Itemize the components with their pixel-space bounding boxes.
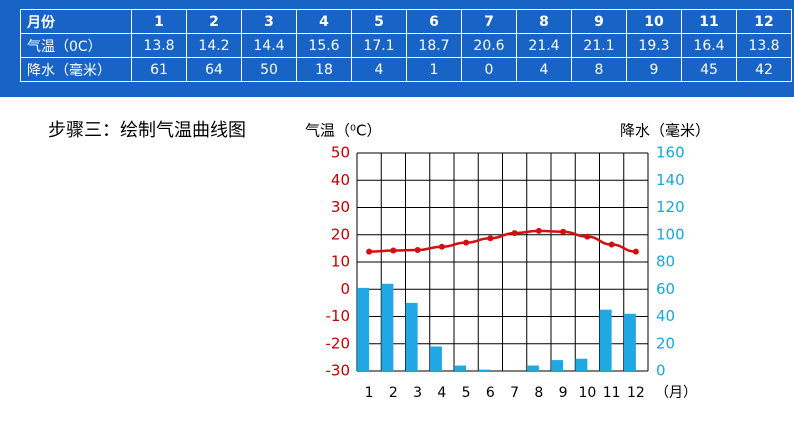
table-cell: 3 <box>241 9 297 34</box>
x-unit: （月） <box>655 385 697 401</box>
table-row: 月份 1 2 3 4 5 6 7 8 9 10 11 12 <box>20 9 792 34</box>
precip-bar <box>357 287 370 371</box>
table-row: 气温（0C） 13.8 14.2 14.4 15.6 17.1 18.7 20.6 21.4 21… <box>20 33 792 58</box>
table-cell: 12 <box>736 9 792 34</box>
y2-tick-label: 0 <box>656 362 666 380</box>
table-cell: 气温（0C） <box>20 33 132 58</box>
table-cell: 19.3 <box>626 33 682 58</box>
header-band: 月份 1 2 3 4 5 6 7 8 9 10 11 12 气温（0C） 13.8 14.2 14.4 15.6 1… <box>0 0 794 97</box>
temp-point <box>438 243 445 250</box>
data-table: 月份 1 2 3 4 5 6 7 8 9 10 11 12 气温（0C） 13.8 14.2 14.4 15.6 1… <box>20 9 792 82</box>
table-cell: 50 <box>241 57 297 82</box>
table-cell: 14.2 <box>186 33 242 58</box>
x-tick-label: 2 <box>389 385 398 401</box>
precip-bar <box>623 313 636 371</box>
table-cell: 6 <box>406 9 462 34</box>
y2-tick-label: 60 <box>656 280 675 298</box>
precip-bar <box>478 369 491 371</box>
precip-bar <box>575 358 588 371</box>
temp-point <box>511 230 518 237</box>
temp-point <box>414 247 421 254</box>
table-cell: 21.4 <box>516 33 572 58</box>
table-cell: 17.1 <box>351 33 407 58</box>
table-cell: 13.8 <box>131 33 187 58</box>
temp-point <box>632 248 639 255</box>
x-tick-label: 9 <box>559 385 568 401</box>
y-tick-label: -10 <box>326 307 351 325</box>
temp-point <box>584 233 591 240</box>
x-tick-label: 3 <box>413 385 422 401</box>
table-row: 降水（毫米） 61 64 50 18 4 1 0 4 8 9 45 42 <box>20 57 792 82</box>
y2-tick-label: 140 <box>656 171 685 189</box>
y2-tick-label: 120 <box>656 198 685 216</box>
x-tick-label: 1 <box>365 385 374 401</box>
y-tick-label: -30 <box>326 362 351 380</box>
temp-point <box>608 241 615 248</box>
precip-bar <box>454 365 467 371</box>
table-cell: 10 <box>626 9 682 34</box>
x-tick-label: 4 <box>437 385 446 401</box>
x-tick-label: 11 <box>603 385 621 401</box>
temp-point <box>560 228 567 235</box>
y-tick-label: 0 <box>340 280 350 298</box>
x-tick-label: 12 <box>627 385 645 401</box>
x-tick-label: 6 <box>486 385 495 401</box>
table-cell: 18.7 <box>406 33 462 58</box>
temp-point <box>390 247 397 254</box>
temp-point <box>366 248 373 255</box>
temp-point <box>535 227 542 234</box>
y-tick-label: 50 <box>331 144 350 162</box>
y2-tick-label: 160 <box>656 144 685 162</box>
table-cell: 18 <box>296 57 352 82</box>
y2-tick-label: 20 <box>656 334 675 352</box>
table-cell: 降水（毫米） <box>20 57 132 82</box>
precip-bar <box>405 302 418 371</box>
y2-tick-label: 100 <box>656 225 685 243</box>
table-cell: 64 <box>186 57 242 82</box>
table-cell: 0 <box>461 57 517 82</box>
table-cell: 11 <box>681 9 737 34</box>
table-cell: 8 <box>571 57 627 82</box>
table-cell: 5 <box>351 9 407 34</box>
table-cell: 16.4 <box>681 33 737 58</box>
table-cell: 4 <box>296 9 352 34</box>
precip-bar <box>526 365 539 371</box>
x-tick-label: 5 <box>462 385 471 401</box>
step-title: 步骤三：绘制气温曲线图 <box>48 120 246 141</box>
precip-bar <box>429 346 442 371</box>
table-cell: 2 <box>186 9 242 34</box>
precip-bar <box>551 360 564 371</box>
y-tick-label: 20 <box>331 225 350 243</box>
temp-point <box>487 235 494 242</box>
table-cell: 15.6 <box>296 33 352 58</box>
temp-point <box>463 239 470 246</box>
y-tick-label: 30 <box>331 198 350 216</box>
table-cell: 8 <box>516 9 572 34</box>
y2-axis-label: 降水（毫米） <box>620 122 710 140</box>
table-cell: 61 <box>131 57 187 82</box>
x-tick-label: 10 <box>578 385 596 401</box>
table-cell: 9 <box>626 57 682 82</box>
y-axis-label: 气温（⁰C） <box>305 122 382 140</box>
y-tick-label: 10 <box>331 253 350 271</box>
y2-tick-label: 40 <box>656 307 675 325</box>
table-cell: 月份 <box>20 9 132 34</box>
table-cell: 45 <box>681 57 737 82</box>
y2-tick-label: 80 <box>656 253 675 271</box>
precip-bar <box>381 283 394 371</box>
table-cell: 42 <box>736 57 792 82</box>
y-tick-label: 40 <box>331 171 350 189</box>
y-tick-label: -20 <box>326 334 351 352</box>
precip-bar <box>599 309 612 371</box>
x-tick-label: 8 <box>534 385 543 401</box>
x-tick-label: 7 <box>510 385 519 401</box>
